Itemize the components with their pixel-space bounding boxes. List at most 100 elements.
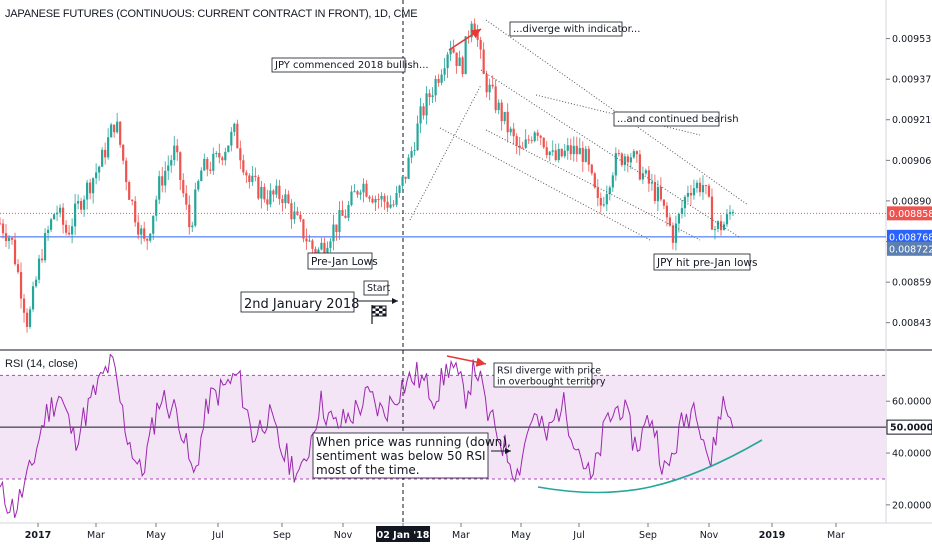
candle-body [572,145,575,155]
annotation-diverge-indicator-text: ...diverge with indicator... [513,24,640,35]
candle-body [647,170,650,184]
annotation-continued-bearish-text: ...and continued bearish [617,114,739,125]
price-tick-label: 0.0085935 [892,278,932,289]
candle-body [500,102,503,122]
candle-body [677,214,681,224]
candle-body [86,182,89,200]
candle-body [170,160,173,166]
candle-body [371,198,374,203]
candle-body [55,212,59,215]
trend-channel-line [480,69,740,238]
candle-body [491,84,494,87]
candle-body [515,136,518,146]
candle-body [182,180,185,194]
candle-body [431,95,434,98]
candle-body [74,203,77,227]
candle-body [698,182,702,193]
candle-body [40,258,44,261]
candle-body [401,176,404,186]
candle-body [620,153,623,166]
candle-body [70,226,74,235]
candle-body [680,208,684,215]
candle-body [731,212,735,214]
candle-body [668,217,672,226]
candle-body [521,147,524,149]
candle-body [350,191,353,205]
time-tick-label: 2017 [25,530,51,541]
candle-body [386,201,389,208]
candle-body [548,151,551,155]
candle-body [356,191,359,195]
annotation-diverge-indicator-box [509,21,623,37]
candle-body [143,228,146,239]
candle-body [251,175,254,183]
candle-body [407,157,410,179]
candle-body [254,175,257,178]
candle-body [164,170,167,186]
time-tick-label: May [146,530,166,541]
candle-body [437,78,440,83]
candle-body [434,78,437,96]
candle-body [329,241,332,248]
candle-body [16,264,20,273]
candle-body [80,201,83,210]
candle-body [269,190,272,205]
candle-body [122,144,125,161]
candle-body [284,194,287,204]
time-tick-label: Mar [827,530,845,541]
candle-body [305,238,308,242]
candle-body [704,185,708,187]
candle-body [611,175,614,188]
candle-body [107,137,110,158]
candle-body [257,177,260,199]
candle-body [443,68,446,75]
candle-body [446,54,449,69]
annotation-rsi-below-50-box [312,432,489,479]
candle-body [533,132,536,141]
candle-body [185,193,188,205]
candle-body [482,49,485,74]
candle-body [368,196,371,199]
candle-body [524,139,527,148]
candle-body [695,182,699,189]
candle-body [43,233,47,261]
time-tick-label: Nov [700,530,719,541]
candle-body [22,298,26,313]
rsi-divergence-arrow [446,355,487,367]
candle-body [323,242,326,253]
price-tick-label: 0.0089065 [892,196,932,207]
candle-body [608,187,611,195]
candle-body [37,258,41,280]
candle-body [101,149,104,167]
candle-body [569,145,572,155]
candle-body [134,201,137,223]
time-tick-label: Sep [273,530,291,541]
candle-body [455,52,458,67]
candle-body [335,224,338,232]
price-tick-label: 0.0084375 [892,318,932,329]
candle-body [413,150,416,152]
candle-body [299,214,302,220]
flag-icon-checker [372,306,386,316]
candle-body [281,198,284,204]
candle-body [488,84,491,93]
candle-body [77,201,80,204]
candle-body [149,233,152,241]
candle-body [176,145,179,153]
candle-body [557,148,560,161]
candle-body [458,57,461,67]
candle-body [326,247,329,253]
candle-body [551,150,554,152]
rsi-title: RSI (14, close) [5,358,78,370]
candle-body [497,102,500,111]
candle-body [614,153,617,176]
candle-body [623,156,626,166]
candle-body [215,152,218,154]
candle-body [602,204,605,206]
candle-body [518,145,521,148]
candle-body [692,188,696,196]
price-divergence-arrow [448,28,482,51]
